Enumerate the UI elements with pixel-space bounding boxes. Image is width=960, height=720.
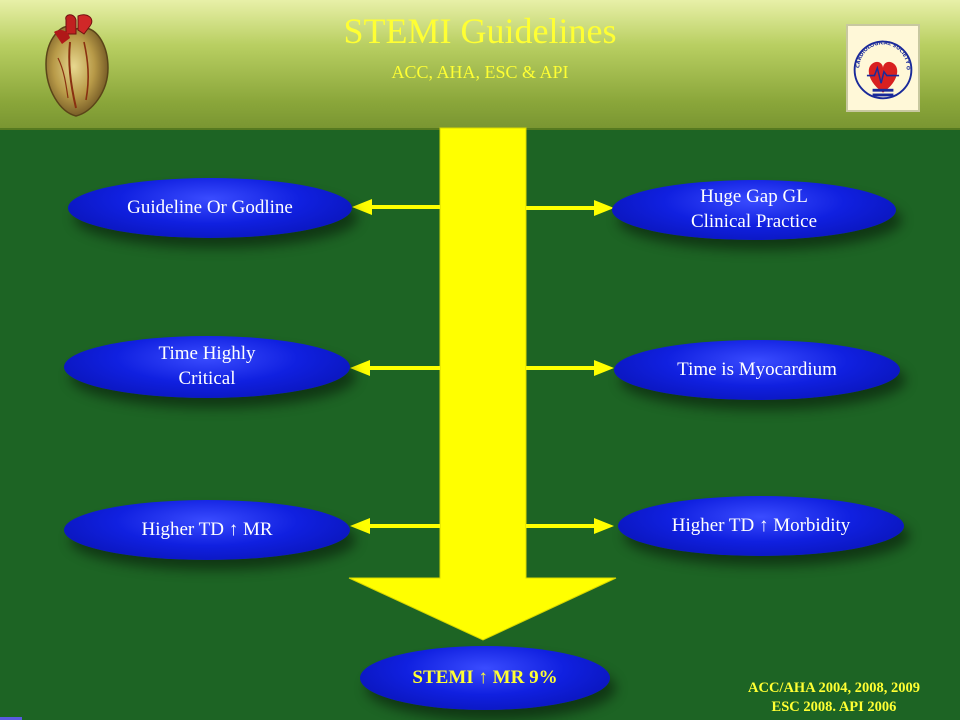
oval-time-highly-critical: Time Highly Critical xyxy=(64,336,350,398)
arrowhead-right-3 xyxy=(594,518,614,534)
oval-huge-gap: Huge Gap GL Clinical Practice xyxy=(612,180,896,240)
arrowhead-right-1 xyxy=(594,200,614,216)
oval-label: Time Highly Critical xyxy=(158,343,256,389)
oval-stemi-mr: STEMI ↑ MR 9% xyxy=(360,646,610,710)
oval-label: STEMI ↑ MR 9% xyxy=(412,666,558,688)
oval-label: Guideline Or Godline xyxy=(127,196,293,218)
arrowhead-left-2 xyxy=(350,360,370,376)
slide-title: STEMI Guidelines xyxy=(343,11,617,51)
header-banner: STEMI Guidelines ACC, AHA, ESC & API CAR… xyxy=(0,0,960,130)
arrowhead-left-3 xyxy=(350,518,370,534)
oval-higher-td-mr: Higher TD ↑ MR xyxy=(64,500,350,560)
slide-subtitle: ACC, AHA, ESC & API xyxy=(391,62,569,82)
oval-time-is-myocardium: Time is Myocardium xyxy=(614,340,900,400)
cardiological-society-logo: CARDIOLOGICAL SOCIETY OF INDIA xyxy=(846,24,920,112)
reference-line-1: ACC/AHA 2004, 2008, 2009 xyxy=(748,679,920,696)
oval-guideline-or-godline: Guideline Or Godline xyxy=(68,178,352,238)
heart-icon xyxy=(45,14,109,117)
oval-label: Huge Gap GL Clinical Practice xyxy=(690,186,818,232)
oval-label: Higher TD ↑ MR xyxy=(141,518,273,540)
oval-label: Higher TD ↑ Morbidity xyxy=(671,514,851,536)
arrowhead-right-2 xyxy=(594,360,614,376)
arrowhead-left-1 xyxy=(352,199,372,215)
references: ACC/AHA 2004, 2008, 2009 ESC 2008. API 2… xyxy=(714,679,954,718)
reference-line-2: ESC 2008. API 2006 xyxy=(771,699,897,716)
corner-mark xyxy=(0,717,22,720)
main-down-arrow xyxy=(348,127,617,641)
oval-label: Time is Myocardium xyxy=(677,358,837,380)
oval-higher-td-morbidity: Higher TD ↑ Morbidity xyxy=(618,496,904,556)
